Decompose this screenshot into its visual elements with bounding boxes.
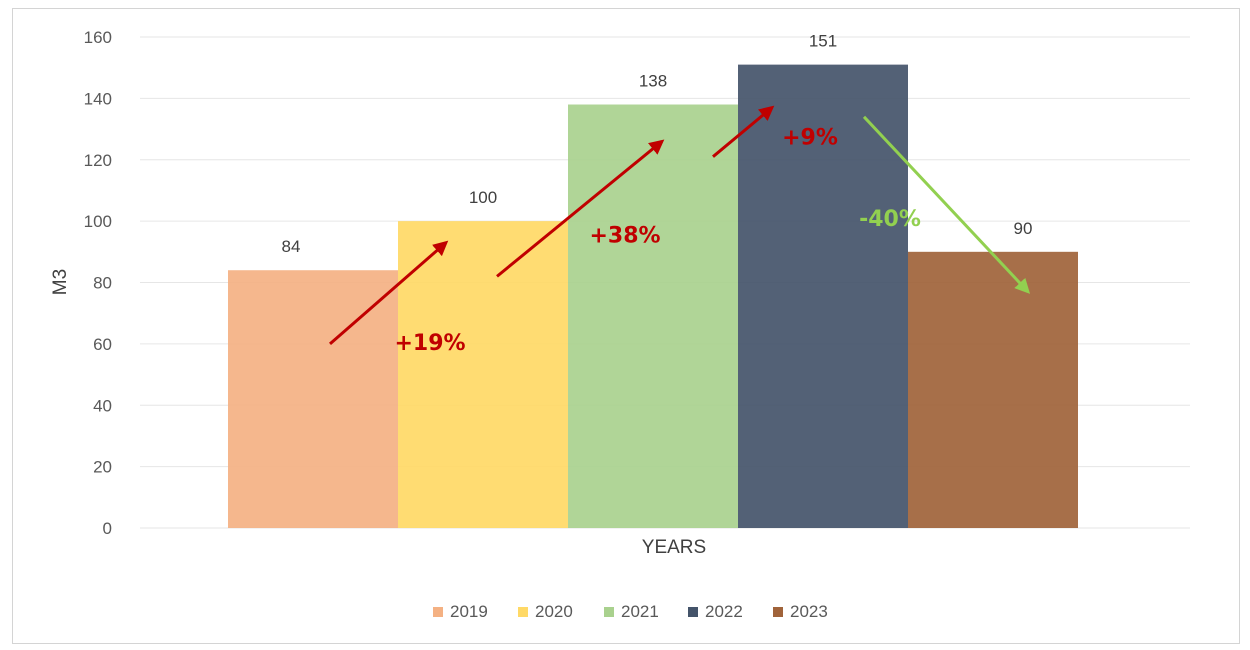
data-label-2023: 90: [1014, 219, 1033, 238]
bar-2019: [228, 270, 398, 528]
data-label-2019: 84: [282, 237, 301, 256]
y-tick-label: 0: [103, 519, 112, 538]
legend-swatch-2022: [688, 607, 698, 617]
bar-2020: [398, 221, 568, 528]
data-labels: 84 100 138 151 90: [282, 32, 1033, 257]
growth-arrow: [496, 139, 665, 278]
growth-arrow: [712, 105, 775, 158]
growth-arrow: [862, 115, 1031, 294]
y-axis-title: M3: [50, 269, 71, 295]
y-tick-label: 120: [84, 151, 112, 170]
y-tick-label: 80: [93, 274, 112, 293]
data-label-2021: 138: [639, 72, 667, 91]
legend-label-2021: 2021: [621, 602, 659, 621]
growth-annotation-label: +38%: [589, 223, 660, 248]
y-tick-label: 20: [93, 458, 112, 477]
growth-annotations: +19% +38% +9% -40%: [329, 105, 1031, 356]
legend: 2019 2020 2021 2022 2023: [433, 602, 828, 621]
bar-2023: [908, 251, 1078, 528]
legend-label-2019: 2019: [450, 602, 488, 621]
y-tick-label: 160: [84, 28, 112, 47]
legend-swatch-2023: [773, 607, 783, 617]
growth-annotation-label: +19%: [394, 331, 465, 356]
y-tick-label: 60: [93, 335, 112, 354]
legend-label-2022: 2022: [705, 602, 743, 621]
data-label-2022: 151: [809, 32, 837, 51]
growth-annotation-label: -40%: [859, 207, 921, 232]
y-axis-ticks: 0 20 40 60 80 100 120 140 160: [84, 28, 112, 538]
x-axis-title: YEARS: [642, 537, 706, 558]
bars: [228, 64, 1078, 529]
legend-label-2023: 2023: [790, 602, 828, 621]
bar-2022: [738, 64, 908, 529]
legend-swatch-2021: [604, 607, 614, 617]
legend-swatch-2019: [433, 607, 443, 617]
legend-swatch-2020: [518, 607, 528, 617]
y-tick-label: 140: [84, 89, 112, 108]
legend-label-2020: 2020: [535, 602, 573, 621]
data-label-2020: 100: [469, 188, 497, 207]
bar-2021: [568, 104, 738, 528]
y-tick-label: 40: [93, 396, 112, 415]
y-tick-label: 100: [84, 212, 112, 231]
growth-annotation-label: +9%: [782, 125, 838, 150]
growth-arrow: [329, 240, 449, 346]
